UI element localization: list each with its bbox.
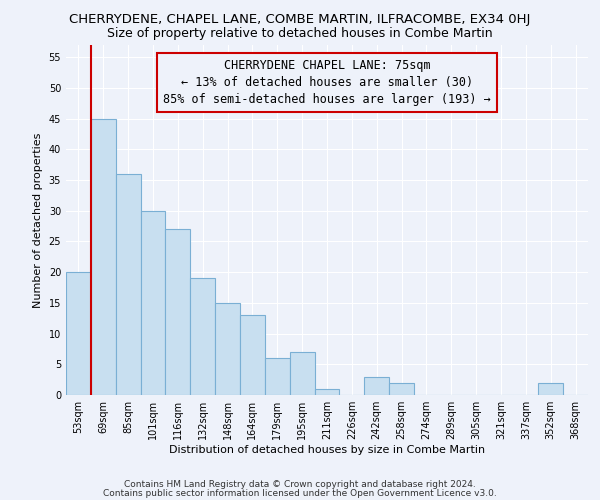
- Bar: [166, 229, 190, 395]
- Bar: [66, 272, 91, 395]
- Text: Contains public sector information licensed under the Open Government Licence v3: Contains public sector information licen…: [103, 488, 497, 498]
- X-axis label: Distribution of detached houses by size in Combe Martin: Distribution of detached houses by size …: [169, 445, 485, 455]
- Text: CHERRYDENE CHAPEL LANE: 75sqm
← 13% of detached houses are smaller (30)
85% of s: CHERRYDENE CHAPEL LANE: 75sqm ← 13% of d…: [163, 59, 491, 106]
- Bar: [314, 389, 340, 395]
- Bar: [91, 118, 116, 395]
- Text: Size of property relative to detached houses in Combe Martin: Size of property relative to detached ho…: [107, 28, 493, 40]
- Bar: [215, 303, 240, 395]
- Bar: [190, 278, 215, 395]
- Bar: [389, 382, 414, 395]
- Bar: [116, 174, 140, 395]
- Bar: [140, 211, 166, 395]
- Bar: [364, 376, 389, 395]
- Bar: [240, 315, 265, 395]
- Bar: [265, 358, 290, 395]
- Text: CHERRYDENE, CHAPEL LANE, COMBE MARTIN, ILFRACOMBE, EX34 0HJ: CHERRYDENE, CHAPEL LANE, COMBE MARTIN, I…: [70, 12, 530, 26]
- Bar: [538, 382, 563, 395]
- Bar: [290, 352, 314, 395]
- Y-axis label: Number of detached properties: Number of detached properties: [33, 132, 43, 308]
- Text: Contains HM Land Registry data © Crown copyright and database right 2024.: Contains HM Land Registry data © Crown c…: [124, 480, 476, 489]
